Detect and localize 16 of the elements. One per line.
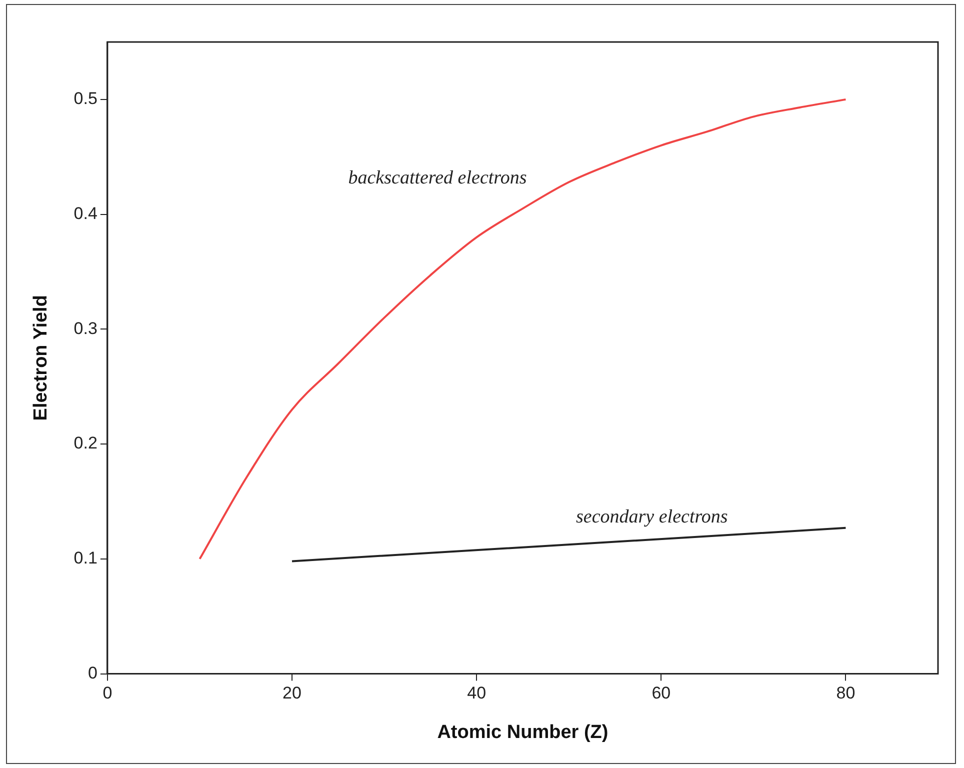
y-tick-label: 0.3	[74, 318, 98, 338]
series-label: secondary electrons	[576, 506, 728, 528]
y-tick-label: 0.5	[74, 89, 98, 108]
x-tick-label: 20	[282, 684, 302, 703]
x-tick-label: 40	[467, 684, 486, 703]
y-tick-label: 0.2	[74, 434, 98, 453]
x-tick-label: 0	[102, 684, 112, 703]
series-label: backscattered electrons	[348, 168, 527, 189]
x-axis-title: Atomic Number (Z)	[437, 722, 608, 743]
y-tick-label: 0.1	[74, 548, 98, 568]
y-tick-label: 0	[88, 663, 98, 682]
y-axis-title: Electron Yield	[30, 295, 52, 421]
x-tick-label: 60	[652, 684, 671, 703]
line-series	[198, 98, 847, 560]
y-tick-label: 0.4	[74, 204, 98, 223]
x-tick-label: 80	[836, 684, 856, 703]
